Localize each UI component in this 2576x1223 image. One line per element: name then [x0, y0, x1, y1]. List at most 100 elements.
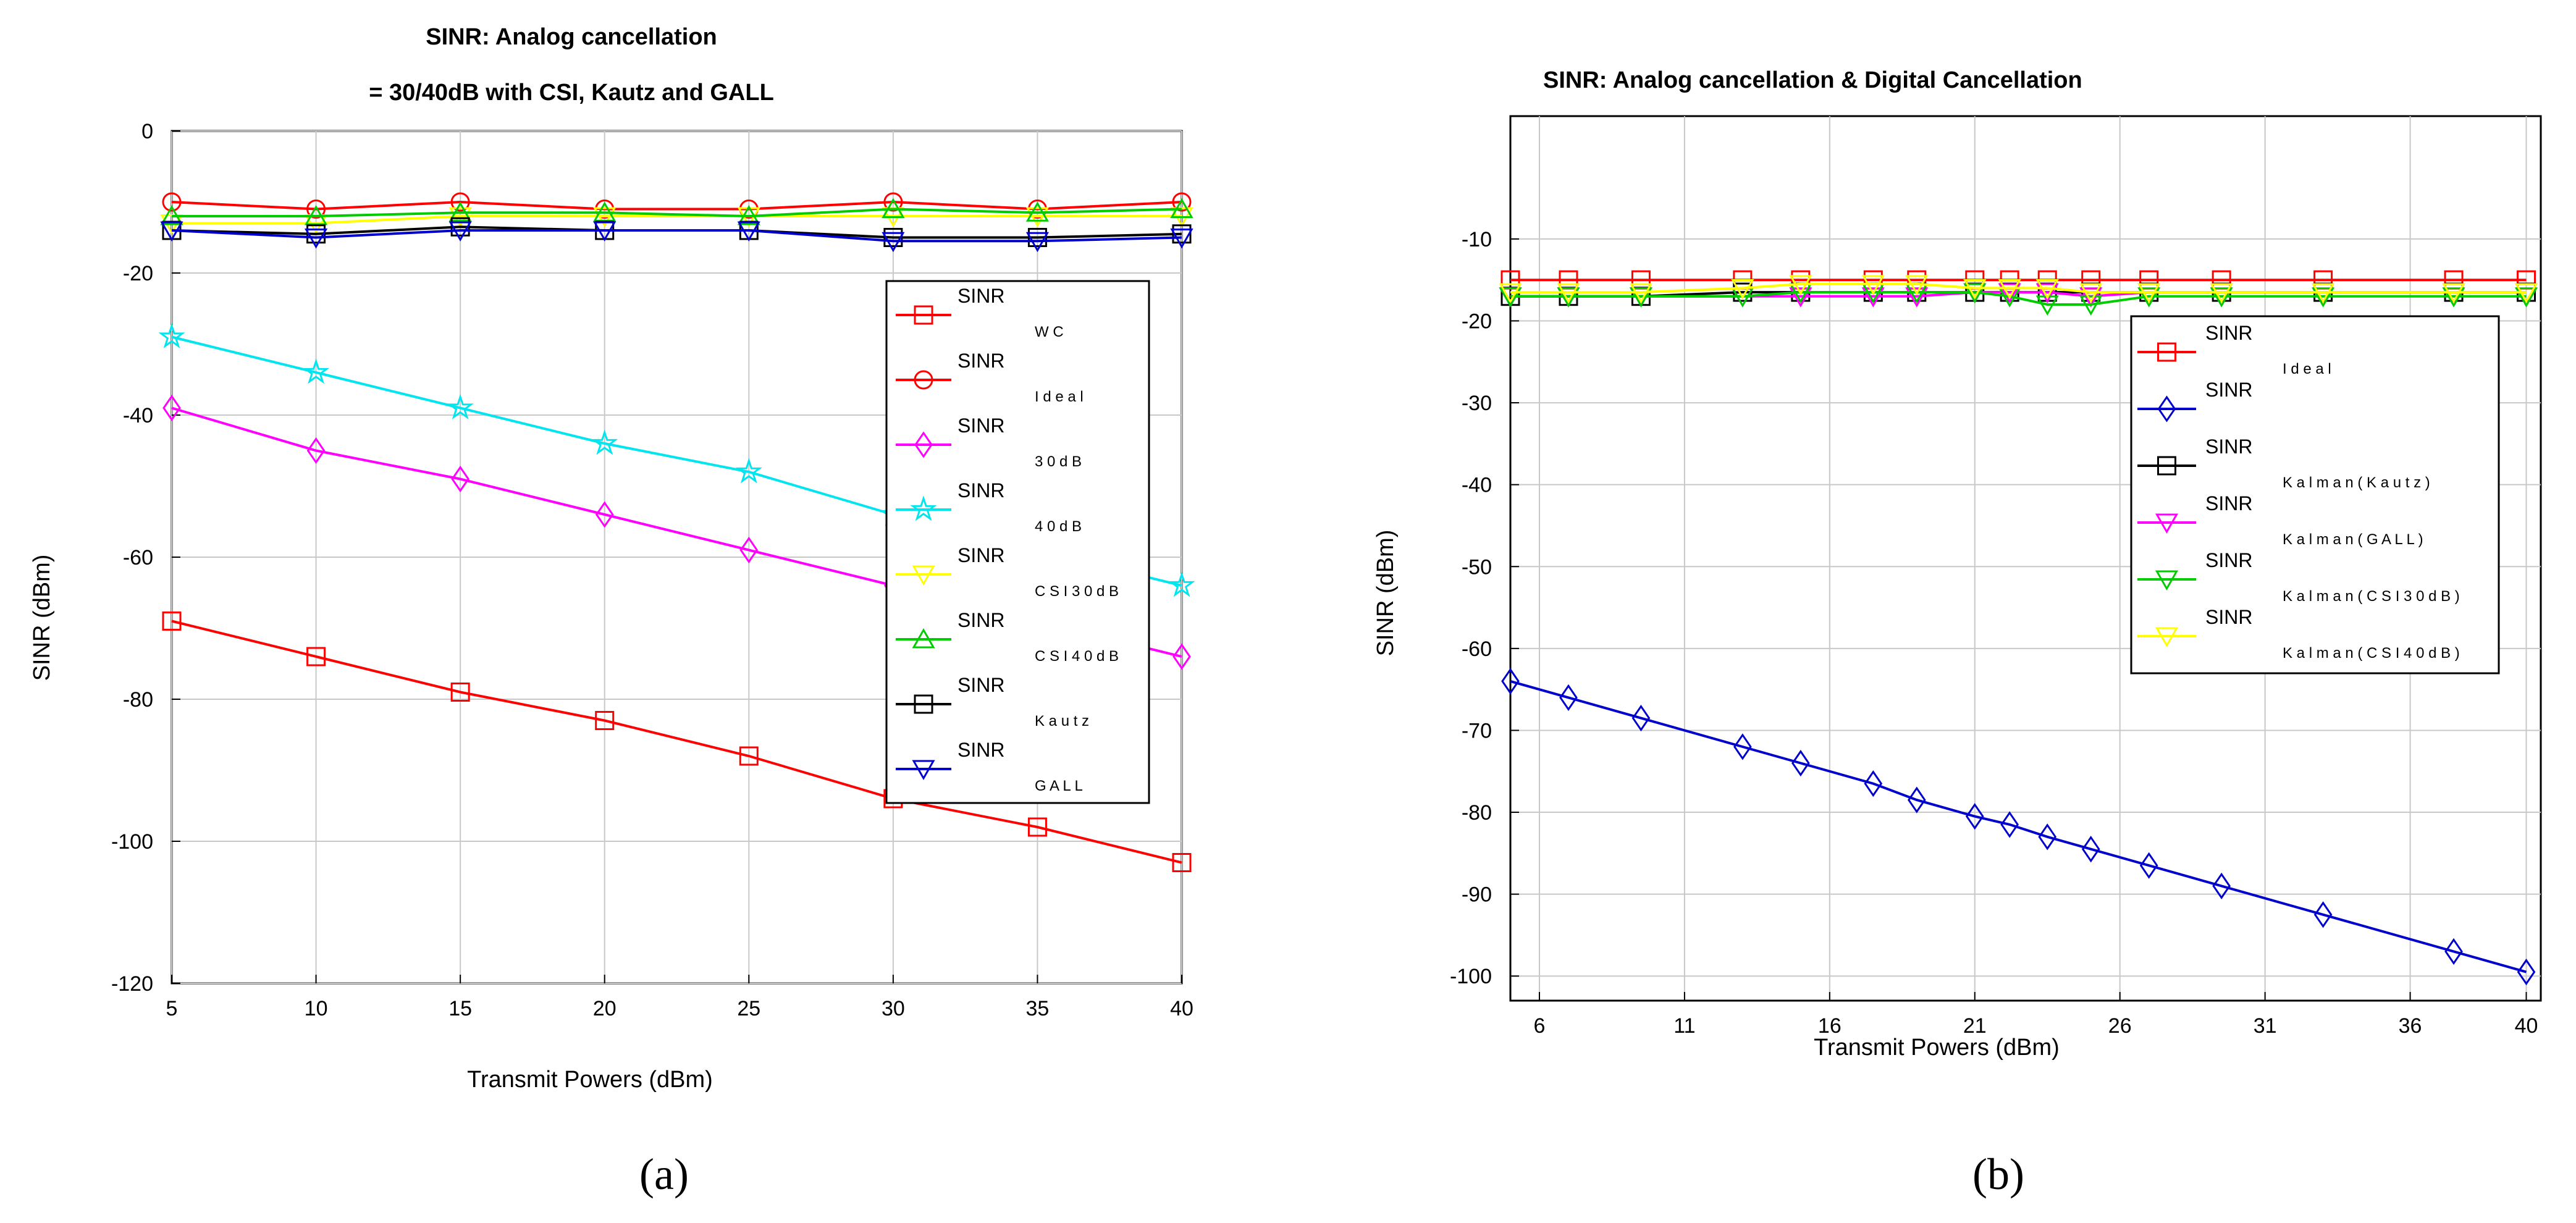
data-point	[593, 201, 617, 222]
y-tick-label: -40	[1462, 474, 1492, 497]
legend-label: SINR	[958, 350, 1004, 372]
legend-marker	[912, 760, 935, 781]
y-tick-label: 0	[141, 120, 153, 143]
data-point	[1025, 207, 1050, 228]
chart-a-x-axis-label: Transmit Powers (dBm)	[467, 1067, 713, 1093]
legend-sublabel: K a l m a n ( C S I 4 0 d B )	[2283, 645, 2460, 662]
data-point	[306, 200, 326, 219]
data-point	[450, 217, 470, 237]
data-point	[2514, 283, 2538, 304]
data-point	[591, 429, 618, 455]
legend-sublabel: G A L L	[1035, 778, 1083, 794]
data-point	[883, 192, 903, 212]
y-tick-label: -70	[1462, 719, 1492, 742]
data-point	[2000, 811, 2019, 838]
legend-entry-1: SINR W C	[896, 285, 1064, 340]
legend-label: SINR	[958, 414, 1004, 437]
data-point	[737, 221, 760, 242]
data-point	[735, 458, 762, 484]
y-tick-label: -100	[111, 830, 153, 854]
legend-sublabel: 4 0 d B	[1035, 518, 1082, 535]
chart-a-y-axis-label: SINR (dBm)	[29, 555, 55, 681]
legend-label: SINR	[2205, 322, 2252, 344]
x-tick-label: 40	[2515, 1014, 2538, 1038]
data-point	[1789, 287, 1812, 308]
legend-sublabel: I d e a l	[1035, 389, 1084, 405]
data-point	[2442, 287, 2465, 308]
data-point	[593, 221, 617, 242]
data-point	[739, 746, 759, 766]
x-tick-label: 26	[2108, 1014, 2132, 1038]
chart-b: 6 11 16 21 26 31 36 40 -10 -20 -30 -40 -50 -60 -70 -80…	[1373, 67, 2542, 1199]
x-tick-label: 5	[166, 997, 178, 1020]
chart-a-legend: SINR W C SINR I d e a l SINR 3 0 d B SINR 4 0 d…	[885, 280, 1150, 804]
chart-b-title: SINR: Analog cancellation & Digital Canc…	[1543, 67, 2082, 93]
data-point	[1172, 224, 1192, 244]
data-point	[448, 221, 472, 242]
series-line	[171, 620, 1182, 864]
data-point	[2442, 283, 2465, 304]
legend-sublabel: K a l m a n ( K a u t z )	[2283, 474, 2430, 491]
legend-label: SINR	[958, 544, 1004, 566]
legend-marker	[914, 370, 933, 390]
data-point	[1733, 733, 1752, 760]
data-point	[1170, 229, 1193, 249]
data-point	[2079, 283, 2103, 304]
data-point	[1025, 201, 1050, 222]
data-point	[1998, 279, 2021, 300]
legend-sublabel: K a l m a n ( C S I 3 0 d B )	[2283, 588, 2460, 605]
data-point	[1170, 198, 1193, 218]
data-point	[1905, 275, 1929, 295]
legend-label: SINR	[2205, 435, 2252, 458]
x-tick-label: 30	[882, 997, 905, 1020]
y-tick-label: -20	[1462, 309, 1492, 333]
chart-a-subtitle: = 30/40dB with CSI, Kautz and GALL	[369, 80, 774, 106]
legend-entry-1: SINR I d e a l	[2137, 322, 2331, 377]
data-point	[1559, 684, 1578, 712]
x-tick-label: 40	[1170, 997, 1193, 1020]
y-tick-label: -50	[1462, 555, 1492, 579]
data-point	[303, 358, 330, 384]
data-point	[1629, 283, 1653, 304]
y-tick-label: -10	[1462, 228, 1492, 251]
legend-entry-7: SINR K a u t z	[896, 674, 1089, 729]
data-point	[1905, 287, 1929, 308]
legend-marker	[2155, 627, 2179, 648]
legend-sublabel: C S I 4 0 d B	[1035, 648, 1119, 665]
x-tick-label: 36	[2399, 1014, 2422, 1038]
legend-entry-2: SINR	[2137, 379, 2252, 422]
data-point	[1501, 668, 1520, 695]
data-point	[306, 224, 326, 244]
y-tick-label: -40	[123, 404, 153, 427]
panel-label-b: (b)	[1972, 1149, 2024, 1199]
data-point	[1998, 283, 2021, 304]
y-tick-label: -60	[123, 546, 153, 569]
x-tick-label: 15	[448, 997, 472, 1020]
x-tick-label: 11	[1673, 1014, 1695, 1038]
legend-marker	[910, 495, 937, 521]
series-line	[172, 215, 1182, 225]
data-point	[1731, 279, 1754, 300]
chart-a: 5 10 15 20 25 30 35 40 0 -20 -40 -60 -80 -100 -120 SI…	[29, 24, 1195, 1199]
data-point	[2312, 283, 2335, 304]
data-point	[1172, 192, 1192, 212]
data-point	[2038, 823, 2057, 851]
data-point	[1025, 232, 1050, 253]
legend-marker	[2157, 456, 2176, 476]
data-point	[883, 228, 903, 247]
data-point	[2137, 287, 2161, 308]
x-tick-label: 21	[1963, 1014, 1987, 1038]
data-point	[2313, 901, 2333, 928]
legend-marker	[2157, 342, 2176, 362]
data-point	[160, 221, 183, 242]
data-point	[160, 204, 183, 225]
legend-sublabel: W C	[1035, 324, 1064, 340]
data-point	[2035, 283, 2059, 304]
legend-sublabel: K a u t z	[1035, 713, 1089, 729]
data-point	[2035, 279, 2059, 300]
data-point	[1965, 803, 1984, 830]
y-tick-label: -60	[1462, 637, 1492, 661]
data-point	[162, 394, 181, 422]
legend-entry-3: SINR K a l m a n ( K a u t z )	[2137, 435, 2430, 491]
